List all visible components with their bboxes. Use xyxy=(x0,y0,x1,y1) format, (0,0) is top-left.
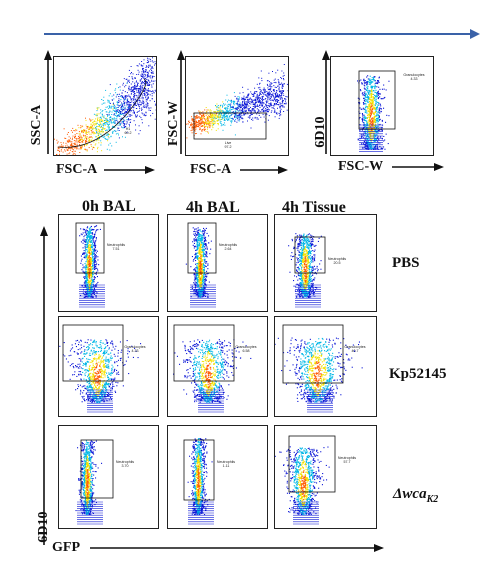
row-label-pbs: PBS xyxy=(392,255,420,271)
scatter-canvas xyxy=(59,324,142,413)
gate-percentage: 4.33 xyxy=(131,349,139,354)
grid-x-axis-label: GFP xyxy=(52,540,80,555)
gate-label: Neutrophils 3.70 xyxy=(109,460,141,469)
gate-box xyxy=(80,439,114,499)
gate-percentage: 1.11 xyxy=(222,464,230,469)
gate-percentage: 4.33 xyxy=(410,77,418,82)
gate-population-name: Live xyxy=(224,141,232,145)
scatter-canvas xyxy=(54,57,156,155)
plot-kp52145-4h-tissue: Granulocytes 40.7 xyxy=(274,316,377,417)
gate-population-name: Granulocytes xyxy=(235,345,257,349)
gate-population-name: H1 xyxy=(125,127,131,131)
gating-plot-ssc-vs-fsc: H1 60.2 xyxy=(53,56,157,156)
plot-pbs-4h-bal: Neutrophils 2.64 xyxy=(167,214,268,312)
column-header-4h-tissue: 4h Tissue xyxy=(282,199,346,216)
gate-label: Neutrophils 1.11 xyxy=(210,460,242,469)
gate-population-name: Neutrophils xyxy=(115,460,135,464)
gate-percentage: 7.51 xyxy=(112,247,120,252)
gate-box xyxy=(62,324,124,382)
column-header-4h-bal: 4h BAL xyxy=(186,199,240,216)
top-axes xyxy=(44,50,444,174)
gate-label: Live 97.2 xyxy=(216,141,240,150)
plot-dwcak2-0h-bal: Neutrophils 3.70 xyxy=(58,425,159,529)
gate-percentage: 60.2 xyxy=(124,131,132,136)
gating-plot-fscw-vs-fsca: Live 97.2 xyxy=(185,56,289,156)
gate-percentage: 57.7 xyxy=(343,460,351,465)
gate-box xyxy=(282,324,344,384)
scatter-canvas xyxy=(275,324,363,413)
gate-box xyxy=(193,112,267,140)
gate-label: Neutrophils 7.51 xyxy=(100,243,132,252)
scatter-canvas xyxy=(357,70,396,152)
row-label-dwcak2-subscript: K2 xyxy=(426,494,439,505)
gate-population-name: Neutrophils xyxy=(216,460,236,464)
gate-label: Granulocytes 4.33 xyxy=(119,345,151,354)
row-label-kp52145: Kp52145 xyxy=(389,366,447,382)
gate-box xyxy=(288,435,336,493)
scatter-canvas xyxy=(275,435,336,525)
plot-kp52145-0h-bal: Granulocytes 4.33 xyxy=(58,316,159,417)
plot-pbs-0h-bal: Neutrophils 7.51 xyxy=(58,214,159,312)
gate-label: Granulocytes 4.33 xyxy=(399,73,429,82)
gate-percentage: 3.70 xyxy=(121,464,129,469)
scatter-canvas xyxy=(185,222,217,308)
scatter-canvas xyxy=(186,64,288,140)
gating-plot-6d10-vs-fscw: Granulocytes 4.33 xyxy=(330,56,434,156)
gate-percentage: 20.5 xyxy=(333,261,341,266)
scatter-canvas xyxy=(183,438,215,525)
top-x-label-2: FSC-A xyxy=(190,162,232,177)
gate-box xyxy=(187,222,217,274)
gate-box xyxy=(294,236,326,274)
gate-population-name: Neutrophils xyxy=(218,243,238,247)
column-header-0h-bal: 0h BAL xyxy=(82,198,136,215)
gate-percentage: 2.64 xyxy=(224,247,232,252)
plot-dwcak2-4h-bal: Neutrophils 1.11 xyxy=(167,425,268,529)
grid-y-axis-label: 6D10 xyxy=(36,511,51,543)
row-label-dwcak2-main: Δwca xyxy=(393,486,427,502)
plot-dwcak2-4h-tissue: Neutrophils 57.7 xyxy=(274,425,377,529)
gate-population-name: Neutrophils xyxy=(327,257,347,261)
gate-label: H1 60.2 xyxy=(116,127,140,136)
scatter-canvas xyxy=(75,222,105,308)
gate-label: Neutrophils 20.5 xyxy=(321,257,353,266)
top-x-label-1: FSC-A xyxy=(56,162,98,177)
scatter-canvas xyxy=(75,439,114,525)
plot-pbs-4h-tissue: Neutrophils 20.5 xyxy=(274,214,377,312)
scatter-canvas xyxy=(288,233,326,308)
top-x-label-3: FSC-W xyxy=(338,159,384,174)
row-label-dwcak2: ΔwcaK2 xyxy=(393,487,438,505)
gate-box xyxy=(183,439,215,501)
gate-label: Granulocytes 40.7 xyxy=(339,345,371,354)
gate-label: Neutrophils 57.7 xyxy=(331,456,363,465)
plot-kp52145-4h-bal: Granulocytes 6.58 xyxy=(167,316,268,417)
gate-population-name: Granulocytes xyxy=(124,345,146,349)
gate-population-name: Neutrophils xyxy=(106,243,126,247)
gate-population-name: Granulocytes xyxy=(344,345,366,349)
gate-percentage: 6.58 xyxy=(242,349,250,354)
gate-label: Neutrophils 2.64 xyxy=(212,243,244,252)
gating-sequence-arrow xyxy=(44,29,480,39)
gate-population-name: Granulocytes xyxy=(403,73,425,77)
gate-population-name: Neutrophils xyxy=(337,456,357,460)
gate-percentage: 97.2 xyxy=(224,145,232,150)
gate-box xyxy=(358,70,396,130)
gate-box xyxy=(75,222,105,274)
scatter-canvas xyxy=(173,324,252,413)
gate-percentage: 40.7 xyxy=(351,349,359,354)
gate-box xyxy=(173,324,235,382)
gate-label: Granulocytes 6.58 xyxy=(230,345,262,354)
